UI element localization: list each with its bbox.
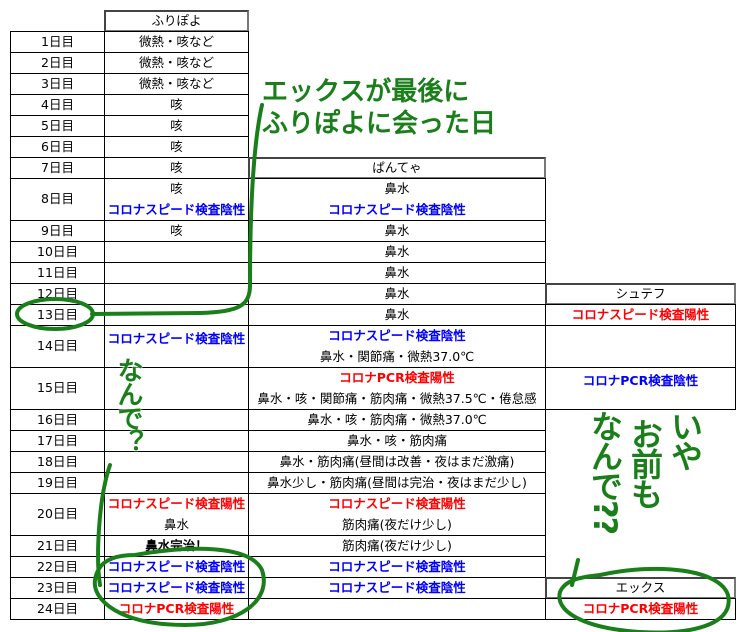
circle-furipoyo-tests: [92, 546, 266, 628]
day-label: 12日目: [37, 285, 78, 301]
header-label: エックス: [615, 579, 666, 595]
header-label: シュテフ: [615, 285, 666, 301]
day-label: 11日目: [37, 264, 78, 280]
header-label: ふりぽよ: [151, 12, 202, 28]
pantea-cell: コロナスピード検査陰性 鼻水・関節痛・微熱37.0℃: [248, 325, 546, 368]
day-label: 22日目: [37, 558, 78, 574]
day-label: 10日目: [37, 243, 78, 259]
bracket-line: [90, 103, 264, 316]
col4-cell: コロナPCR検査陰性: [545, 367, 736, 410]
cell-text: 鼻水: [384, 285, 410, 301]
cell-text: 咳: [170, 222, 183, 238]
day-label: 15日目: [37, 380, 78, 396]
cell-text: 鼻水: [384, 181, 410, 196]
day-label: 14日目: [37, 338, 78, 354]
day-label: 2日目: [41, 54, 74, 70]
annotation-line: ふりぽよに会った日: [262, 109, 497, 139]
cell-text: コロナスピード検査陰性: [107, 558, 246, 574]
annotation-last-met: エックスが最後に ふりぽよに会った日: [262, 76, 496, 140]
cell-text: コロナスピード検査陰性: [107, 201, 246, 217]
cell-text: 鼻水・咳・関節痛・筋肉痛・微熱37.5℃・倦怠感: [257, 390, 537, 406]
cell-text: 鼻水: [384, 243, 410, 259]
tick-line: [570, 558, 580, 587]
circle-day13: [15, 297, 95, 331]
day-label: 8日目: [41, 191, 74, 207]
cell-text: コロナPCR検査陽性: [582, 600, 699, 616]
col4-cell: コロナPCR検査陽性: [545, 598, 736, 620]
cell-text: コロナPCR検査陰性: [582, 373, 699, 389]
cell-text: コロナスピード検査陰性: [328, 579, 466, 595]
cell-text: コロナスピード検査陰性: [107, 579, 246, 595]
day-label: 17日目: [37, 432, 78, 448]
day-label: 24日目: [37, 600, 78, 616]
cell-text: 咳: [170, 138, 183, 154]
cell-text: 筋肉痛(夜だけ少し): [342, 516, 452, 532]
cell-text: 鼻水: [384, 306, 410, 322]
cell-text: 鼻水: [163, 516, 189, 532]
day-label: 9日目: [41, 222, 74, 238]
day-label: 5日目: [41, 117, 74, 133]
cell-text: コロナPCR検査陽性: [118, 600, 235, 616]
cell-text: 微熱・咳など: [138, 33, 214, 49]
cell-text: 鼻水・咳・筋肉痛・微熱37.0℃: [307, 411, 487, 427]
cell-text: 鼻水・筋肉痛(昼間は改善・夜はまだ激痛): [279, 453, 515, 469]
cell-text: 微熱・咳など: [138, 54, 214, 70]
annotation-you-too-2: お前も: [626, 418, 664, 508]
day-label: 1日目: [41, 33, 74, 49]
cell-text: 咳: [170, 96, 183, 112]
cell-text: コロナスピード検査陰性: [328, 558, 466, 574]
cell-text: コロナスピード検査陽性: [328, 496, 466, 511]
day-label: 16日目: [37, 411, 78, 427]
cell-text: 筋肉痛(夜だけ少し): [342, 537, 452, 553]
cell-text: コロナスピード検査陰性: [328, 328, 466, 343]
circle-ekkusu-pcr: [557, 566, 731, 632]
cell-text: 鼻水: [384, 222, 410, 238]
day-label: 6日目: [41, 138, 74, 154]
cell-text: コロナスピード検査陽性: [107, 496, 246, 511]
cell-text: 鼻水少し・筋肉痛(昼間は完治・夜はまだ少し): [267, 474, 527, 490]
cell-text: コロナスピード検査陰性: [107, 331, 246, 347]
cell-text: 咳: [170, 181, 183, 196]
cell-text: 鼻水・咳・筋肉痛: [346, 432, 447, 448]
cell-text: 鼻水: [384, 264, 410, 280]
day-label: 3日目: [41, 75, 74, 91]
header-label: ぱんてゃ: [372, 159, 422, 175]
day-label: 20日目: [37, 506, 78, 522]
cell-text: 微熱・咳など: [138, 75, 214, 91]
cell-text: 咳: [170, 117, 183, 133]
day-label: 23日目: [37, 579, 78, 595]
pantea-cell: コロナPCR検査陽性鼻水・咳・関節痛・筋肉痛・微熱37.5℃・倦怠感: [248, 367, 546, 410]
day-label: 4日目: [41, 96, 74, 112]
cell-text: コロナスピード検査陰性: [328, 201, 466, 217]
cell-text: 咳: [170, 159, 183, 175]
annotation-you-too-3: なんで??: [586, 410, 624, 534]
annotation-you-too-1: いや: [666, 410, 704, 470]
day-label: 21日目: [37, 537, 78, 553]
arrow-line: [96, 463, 112, 587]
day-label: 18日目: [37, 453, 78, 469]
cell-text: 鼻水・関節痛・微熱37.0℃: [319, 348, 475, 364]
day-label: 19日目: [37, 474, 78, 490]
cell-text: コロナスピード検査陽性: [571, 306, 710, 322]
day-label: 13日目: [37, 306, 78, 322]
cell-text: コロナPCR検査陽性: [339, 370, 455, 385]
annotation-why: なんで？: [113, 357, 143, 453]
annotation-line: エックスが最後に: [262, 77, 470, 107]
day-label: 7日目: [41, 159, 74, 175]
